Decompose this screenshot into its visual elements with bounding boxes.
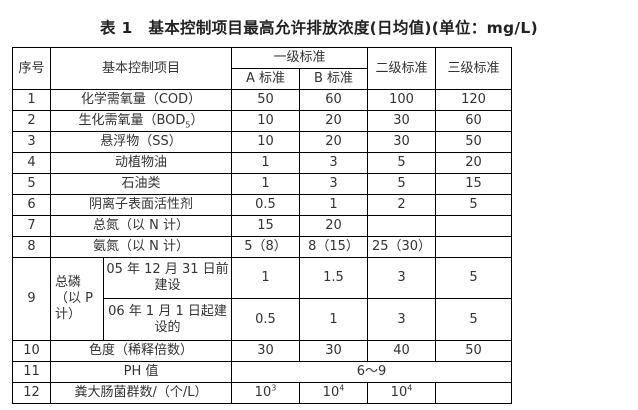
header-level1a: A 标准 xyxy=(231,68,300,90)
standards-table: 序号 基本控制项目 一级标准 二级标准 三级标准 A 标准 B 标准 1 化学需… xyxy=(12,47,512,404)
header-level1: 一级标准 xyxy=(231,47,368,69)
cell-level2: 40 xyxy=(367,340,436,362)
cell-item: PH 值 xyxy=(50,361,232,383)
cell-b: 20 xyxy=(299,110,368,132)
header-level1b: B 标准 xyxy=(299,68,368,90)
cell-level3 xyxy=(435,382,512,404)
cell-subitem: 06 年 1 月 1 日起建设的 xyxy=(103,298,232,341)
cell-b: 1.5 xyxy=(299,257,368,299)
cell-a: 15 xyxy=(231,215,300,237)
cell-level3: 60 xyxy=(435,110,512,132)
cell-subitem: 05 年 12 月 31 日前建设 xyxy=(103,257,232,299)
cell-level3: 50 xyxy=(435,340,512,362)
table-row: 10 色度（稀释倍数） 30 30 40 50 xyxy=(12,340,512,362)
cell-item: 总氮（以 N 计） xyxy=(50,215,232,237)
cell-a: 1 xyxy=(231,152,300,174)
table-row: 4 动植物油 1 3 5 20 xyxy=(12,152,512,174)
cell-level2: 100 xyxy=(367,89,436,111)
cell-no: 8 xyxy=(12,236,51,258)
cell-no: 10 xyxy=(12,340,51,362)
cell-b: 20 xyxy=(299,131,368,153)
cell-level2: 3 xyxy=(367,298,436,341)
cell-a: 50 xyxy=(231,89,300,111)
cell-level3: 50 xyxy=(435,131,512,153)
table-row: 5 石油类 1 3 5 15 xyxy=(12,173,512,195)
cell-no: 3 xyxy=(12,131,51,153)
cell-item: 生化需氧量（BOD5） xyxy=(50,110,232,132)
cell-b: 1 xyxy=(299,298,368,341)
cell-no: 9 xyxy=(12,257,51,341)
cell-a: 1 xyxy=(231,173,300,195)
table-row: 6 阴离子表面活性剂 0.5 1 2 5 xyxy=(12,194,512,216)
cell-level2: 5 xyxy=(367,152,436,174)
cell-level2: 2 xyxy=(367,194,436,216)
cell-level3: 5 xyxy=(435,298,512,341)
cell-b: 3 xyxy=(299,152,368,174)
cell-no: 1 xyxy=(12,89,51,111)
cell-level3 xyxy=(435,215,512,237)
cell-level2 xyxy=(367,215,436,237)
table-row: 06 年 1 月 1 日起建设的 0.5 1 3 5 xyxy=(13,298,512,341)
header-level2: 二级标准 xyxy=(367,47,436,90)
cell-item: 氨氮（以 N 计） xyxy=(50,236,232,258)
cell-item: 阴离子表面活性剂 xyxy=(50,194,232,216)
table-row: 9 总磷（以 P 计） 05 年 12 月 31 日前建设 1 1.5 3 5 xyxy=(12,257,512,341)
cell-b: 20 xyxy=(299,215,368,237)
cell-item: 悬浮物（SS） xyxy=(50,131,232,153)
cell-value: 6～9 xyxy=(231,361,512,383)
table-row: 7 总氮（以 N 计） 15 20 xyxy=(12,215,512,237)
cell-level2: 30 xyxy=(367,110,436,132)
cell-b: 60 xyxy=(299,89,368,111)
cell-no: 5 xyxy=(12,173,51,195)
cell-b: 1 xyxy=(299,194,368,216)
cell-a: 103 xyxy=(231,382,300,404)
cell-a: 30 xyxy=(231,340,300,362)
cell-a: 5（8） xyxy=(231,236,300,258)
cell-a: 10 xyxy=(231,110,300,132)
cell-level2: 30 xyxy=(367,131,436,153)
cell-a: 0.5 xyxy=(231,194,300,216)
cell-b: 8（15） xyxy=(299,236,368,258)
cell-level3: 20 xyxy=(435,152,512,174)
cell-level3: 15 xyxy=(435,173,512,195)
table-row: 3 悬浮物（SS） 10 20 30 50 xyxy=(12,131,512,153)
cell-level3 xyxy=(435,236,512,258)
table-row: 11 PH 值 6～9 xyxy=(12,361,512,383)
cell-level2: 3 xyxy=(367,257,436,299)
cell-a: 10 xyxy=(231,131,300,153)
table-title: 表 1 基本控制项目最高允许排放浓度(日均值)(单位：mg/L) xyxy=(100,19,538,37)
cell-level2: 104 xyxy=(367,382,436,404)
cell-b: 3 xyxy=(299,173,368,195)
table-row: 8 氨氮（以 N 计） 5（8） 8（15） 25（30） xyxy=(12,236,512,258)
cell-no: 7 xyxy=(12,215,51,237)
cell-level3: 5 xyxy=(435,257,512,299)
cell-no: 4 xyxy=(12,152,51,174)
header-level3: 三级标准 xyxy=(435,47,512,90)
cell-level3: 120 xyxy=(435,89,512,111)
cell-item: 总磷（以 P 计） xyxy=(50,257,104,341)
cell-b: 104 xyxy=(299,382,368,404)
cell-item: 粪大肠菌群数/（个/L） xyxy=(50,382,232,404)
cell-level3: 5 xyxy=(435,194,512,216)
table-row: 12 粪大肠菌群数/（个/L） 103 104 104 xyxy=(12,382,512,404)
cell-level2: 5 xyxy=(367,173,436,195)
cell-item: 石油类 xyxy=(50,173,232,195)
cell-item: 动植物油 xyxy=(50,152,232,174)
cell-item: 化学需氧量（COD） xyxy=(50,89,232,111)
cell-no: 6 xyxy=(12,194,51,216)
cell-a: 1 xyxy=(231,257,300,299)
header-no: 序号 xyxy=(12,47,51,90)
cell-item: 色度（稀释倍数） xyxy=(50,340,232,362)
table-row: 2 生化需氧量（BOD5） 10 20 30 60 xyxy=(12,110,512,132)
cell-a: 0.5 xyxy=(231,298,300,341)
cell-b: 30 xyxy=(299,340,368,362)
cell-no: 2 xyxy=(12,110,51,132)
table-row: 1 化学需氧量（COD） 50 60 100 120 xyxy=(12,89,512,111)
header-item: 基本控制项目 xyxy=(50,47,232,90)
cell-level2: 25（30） xyxy=(367,236,436,258)
cell-no: 11 xyxy=(12,361,51,383)
cell-no: 12 xyxy=(12,382,51,404)
